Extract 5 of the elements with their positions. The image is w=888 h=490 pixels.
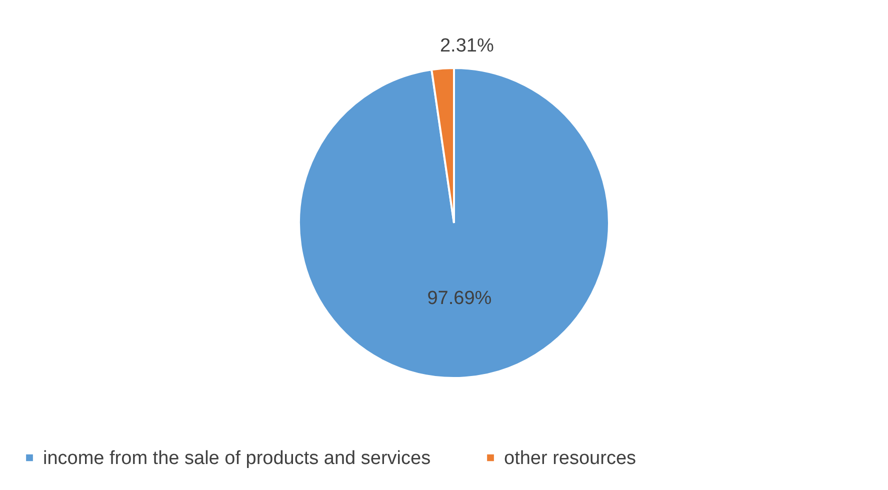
pie-slice bbox=[298, 67, 610, 379]
data-label: 2.31% bbox=[440, 35, 494, 56]
legend-label: income from the sale of products and services bbox=[43, 448, 431, 469]
data-label: 97.69% bbox=[427, 288, 492, 309]
legend-label: other resources bbox=[504, 448, 636, 469]
